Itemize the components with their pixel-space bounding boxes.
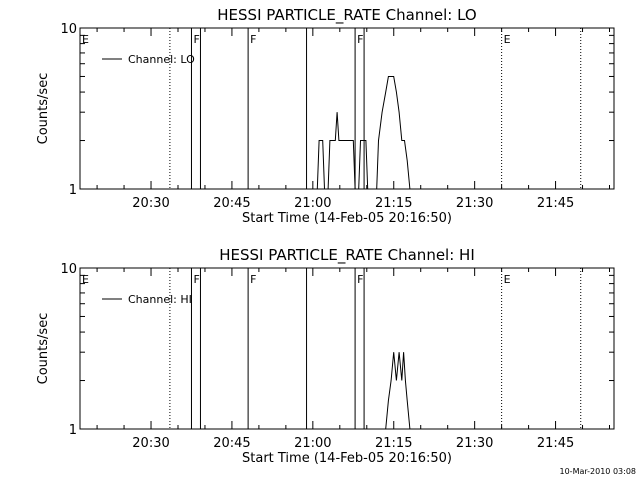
chart1-xtick-label: 21:00: [294, 196, 331, 211]
footer-timestamp: 10-Mar-2010 03:08: [559, 467, 637, 476]
chart1-xtick-label: 21:15: [375, 196, 412, 211]
chart2-event-marker-label: E: [504, 273, 511, 286]
chart1-event-marker-label: F: [250, 33, 256, 46]
chart1-ytick-label: 10: [60, 22, 77, 37]
chart1-series-line: [316, 76, 417, 190]
chart2-xtick-label: 21:15: [375, 436, 412, 451]
chart1-ytick-label: 1: [69, 183, 77, 198]
chart2-xtick-label: 20:45: [213, 436, 250, 451]
chart1-legend-label: Channel: LO: [128, 53, 195, 66]
chart2-legend-label: Channel: HI: [128, 293, 192, 306]
chart2-xtick-label: 21:00: [294, 436, 331, 451]
chart2-ytick-label: 1: [69, 423, 77, 438]
chart1-event-marker-label: E: [82, 33, 89, 46]
chart2-series-line: [385, 352, 415, 430]
chart2-x-axis-label: Start Time (14-Feb-05 20:16:50): [242, 451, 452, 466]
chart2-xtick-label: 21:45: [537, 436, 574, 451]
chart1-plot-frame: [79, 27, 615, 190]
chart1-x-axis-label: Start Time (14-Feb-05 20:16:50): [242, 211, 452, 226]
chart2-plot-frame: [79, 267, 615, 430]
chart2-event-marker-label: F: [357, 273, 363, 286]
chart1-xtick-label: 21:45: [537, 196, 574, 211]
chart1-event-marker-label: E: [504, 33, 511, 46]
chart1-xtick-label: 20:30: [132, 196, 169, 211]
chart1-event-marker-label: F: [193, 33, 199, 46]
chart1-event-marker-label: F: [357, 33, 363, 46]
chart1-xtick-label: 20:45: [213, 196, 250, 211]
chart2-title: HESSI PARTICLE_RATE Channel: HI: [219, 246, 475, 265]
chart2-xtick-label: 21:30: [456, 436, 493, 451]
chart1-title: HESSI PARTICLE_RATE Channel: LO: [217, 6, 476, 25]
chart1-y-axis-label: Counts/sec: [36, 73, 51, 145]
chart2-event-marker-label: F: [250, 273, 256, 286]
chart2-ytick-label: 10: [60, 262, 77, 277]
chart2-event-marker-label: E: [82, 273, 89, 286]
chart2-event-marker-label: F: [193, 273, 199, 286]
chart1-xtick-label: 21:30: [456, 196, 493, 211]
chart2-xtick-label: 20:30: [132, 436, 169, 451]
chart2-y-axis-label: Counts/sec: [36, 313, 51, 385]
